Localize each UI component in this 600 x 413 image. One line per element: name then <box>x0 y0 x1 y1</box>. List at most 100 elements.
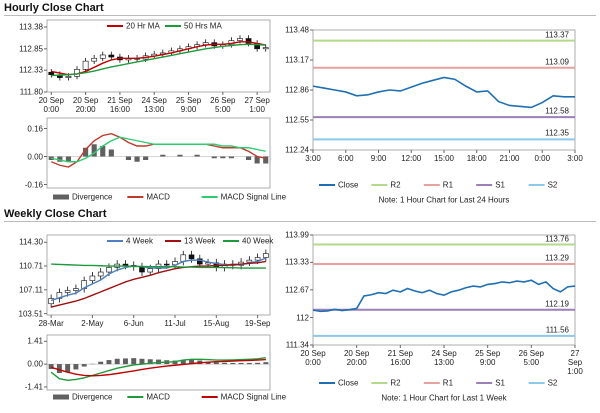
y-tick-label: 112.86 <box>285 85 309 95</box>
candle-body <box>65 76 72 78</box>
series-line <box>50 358 266 377</box>
plot-frame <box>46 234 271 316</box>
bar <box>100 146 106 157</box>
bar <box>263 156 269 164</box>
level-label: 113.09 <box>545 57 569 67</box>
x-tick-label: 24 Sep 13:00 <box>431 349 457 367</box>
y-tick-label: 107.11 <box>19 285 43 295</box>
plot-frame <box>46 117 271 189</box>
x-tick-label: 12:00 <box>401 154 422 163</box>
bar <box>245 156 252 160</box>
y-tick-label: 0.00 <box>27 152 43 161</box>
level-label: 112.58 <box>545 106 569 116</box>
y-tick-label: 1.41 <box>27 336 43 346</box>
y-tick-label: 112.85 <box>19 44 43 54</box>
x-tick-label: 27 Sep 1:00 <box>244 96 270 114</box>
x-tick-label: 25 Sep 9:00 <box>175 96 202 114</box>
y-tick-label: 111.80 <box>19 87 43 97</box>
series-line <box>51 263 266 269</box>
legend-label: Divergence <box>72 192 113 202</box>
y-tick-label: 113.17 <box>285 55 309 65</box>
x-tick-label: 19-Sep <box>244 319 271 328</box>
bar <box>134 156 140 162</box>
plot-frame <box>312 234 576 346</box>
y-tick-label: 0.00 <box>27 359 43 369</box>
y-tick-label: 113.99 <box>285 230 309 240</box>
candle-body <box>73 288 79 291</box>
legend-swatch <box>53 394 69 400</box>
candle-body <box>97 271 104 277</box>
legend-label: 40 Week <box>242 236 274 246</box>
bar <box>228 156 234 159</box>
section-heading: Hourly Close Chart <box>4 2 596 16</box>
bar <box>177 154 183 157</box>
x-tick-label: 27 Sep 1:00 <box>567 349 583 376</box>
candle-body <box>180 254 187 262</box>
y-tick-label: -1.41 <box>24 382 43 392</box>
bar <box>81 364 87 367</box>
x-tick-label: 26 Sep 5:00 <box>210 96 236 114</box>
legend-label: MACD <box>146 192 170 202</box>
bar <box>56 364 62 374</box>
legend-label: 20 Hr MA <box>126 21 160 31</box>
x-tick-label: 28-Mar <box>38 319 64 328</box>
x-tick-label: 24 Sep 13:00 <box>141 96 167 114</box>
x-tick-label: 15:00 <box>433 154 455 163</box>
x-tick-label: 21:00 <box>499 154 520 163</box>
legend-label: S1 <box>495 180 505 190</box>
bar <box>222 362 228 365</box>
level-label: 111.56 <box>545 325 569 335</box>
y-tick-label: 110.71 <box>19 261 43 271</box>
legend-swatch <box>53 194 69 200</box>
x-tick-label: 11-Jul <box>164 319 186 328</box>
y-tick-label: 112.55 <box>285 115 309 125</box>
plot-frame <box>46 19 271 93</box>
y-tick-label: 113.48 <box>285 25 309 35</box>
x-tick-label: 6-Jun <box>123 319 144 328</box>
legend-label: R2 <box>390 180 401 190</box>
series-line <box>51 43 266 77</box>
chart-note: Note: 1 Hour Chart for Last 24 Hours <box>378 195 510 205</box>
y-tick-label: 0.16 <box>27 124 43 133</box>
legend-label: Close <box>338 180 359 190</box>
x-tick-label: 20 Sep 20:00 <box>343 349 370 367</box>
bar <box>194 154 200 157</box>
legend-label: 50 Hrs MA <box>184 21 222 31</box>
bar <box>122 358 128 365</box>
legend-label: Divergence <box>72 392 113 402</box>
bar <box>147 359 153 365</box>
x-tick-label: 3:00 <box>305 154 321 163</box>
series-line <box>50 356 266 382</box>
candle-body <box>188 254 195 260</box>
bar <box>48 364 54 369</box>
candle-body <box>91 57 98 62</box>
candle-body <box>48 71 55 76</box>
bar <box>65 156 72 162</box>
level-label: 112.19 <box>545 299 569 309</box>
bar <box>255 362 261 365</box>
series-line <box>312 279 576 313</box>
x-tick-label: 21 Sep 16:00 <box>107 96 133 114</box>
series-line <box>51 136 266 163</box>
candle-body <box>99 54 106 59</box>
candle-body <box>89 275 96 281</box>
x-tick-label: 6:00 <box>337 154 354 163</box>
bar <box>57 156 63 162</box>
bar <box>160 154 166 157</box>
legend-label: R1 <box>442 378 454 388</box>
legend-label: MACD Signal Line <box>220 392 287 402</box>
y-tick-label: 112.33 <box>19 65 43 75</box>
x-tick-label: 0:00 <box>534 154 551 163</box>
bar <box>230 362 236 365</box>
x-tick-label: 20 Sep 0:00 <box>38 96 64 114</box>
series-line <box>51 41 266 76</box>
bar <box>106 360 112 365</box>
candle-body <box>197 258 203 265</box>
candle-body <box>237 38 243 41</box>
bar <box>143 156 149 160</box>
x-tick-label: 20 Sep 0:00 <box>300 349 326 367</box>
bar <box>125 156 132 160</box>
chart-note: Note: 1 Hour Chart for Last 1 Week <box>381 393 507 403</box>
candle-body <box>262 47 269 50</box>
